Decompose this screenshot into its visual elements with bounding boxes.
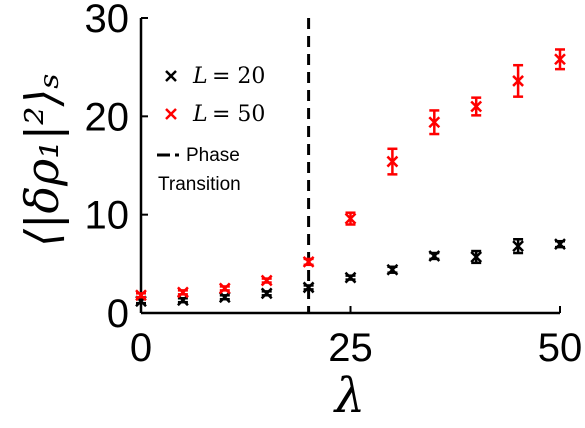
legend-marker-l20 bbox=[165, 70, 177, 82]
legend-item-phase-transition: Phase Transition bbox=[157, 145, 241, 195]
y-tick-label: 0 bbox=[107, 292, 129, 336]
data-point bbox=[344, 271, 357, 284]
series-l20 bbox=[135, 238, 566, 308]
legend: L = 20 L = 50 Phase Transition bbox=[157, 64, 265, 195]
data-point bbox=[135, 289, 147, 302]
y-tick-label: 20 bbox=[85, 95, 130, 139]
data-point bbox=[386, 155, 399, 168]
legend-label-l50-value: = 50 bbox=[212, 102, 265, 127]
x-tick-label: 0 bbox=[130, 326, 152, 370]
legend-label-l20-value: = 20 bbox=[212, 64, 265, 89]
legend-x-marker-l20 bbox=[165, 70, 177, 82]
data-point bbox=[302, 281, 315, 294]
legend-item-l20: L = 20 bbox=[165, 64, 265, 89]
legend-x-marker-l50 bbox=[165, 108, 177, 120]
data-point bbox=[260, 287, 273, 300]
data-point bbox=[470, 251, 483, 263]
y-tick-label: 30 bbox=[85, 0, 130, 41]
legend-label-phase: Phase bbox=[186, 145, 240, 166]
data-series bbox=[135, 48, 566, 308]
data-point bbox=[386, 263, 399, 276]
data-point bbox=[554, 53, 566, 66]
data-point bbox=[302, 255, 315, 268]
data-point bbox=[554, 238, 566, 251]
data-point bbox=[344, 212, 357, 225]
legend-item-l50: L = 50 bbox=[165, 102, 265, 127]
tick-labels: 0 10 20 30 0 25 50 bbox=[85, 0, 583, 370]
data-point bbox=[512, 75, 524, 87]
legend-label-l20-var: L bbox=[192, 64, 208, 89]
y-tick-label: 10 bbox=[85, 194, 130, 238]
x-tick-label: 25 bbox=[328, 326, 373, 370]
data-point bbox=[218, 282, 231, 295]
data-point bbox=[260, 274, 273, 287]
data-point bbox=[428, 250, 441, 262]
data-point bbox=[177, 286, 189, 299]
x-tick-label: 50 bbox=[538, 326, 583, 370]
x-axis-label: λ bbox=[333, 368, 365, 424]
legend-marker-l50 bbox=[165, 108, 177, 120]
legend-label-l50-var: L bbox=[192, 102, 208, 127]
legend-label-transition: Transition bbox=[158, 174, 241, 195]
data-point bbox=[470, 100, 483, 113]
data-point bbox=[218, 291, 231, 304]
series-l50 bbox=[135, 48, 566, 302]
y-axis-label: ⟨|δρ₁|²⟩ₛ bbox=[15, 73, 69, 247]
data-point bbox=[512, 240, 524, 253]
data-point bbox=[428, 116, 441, 129]
